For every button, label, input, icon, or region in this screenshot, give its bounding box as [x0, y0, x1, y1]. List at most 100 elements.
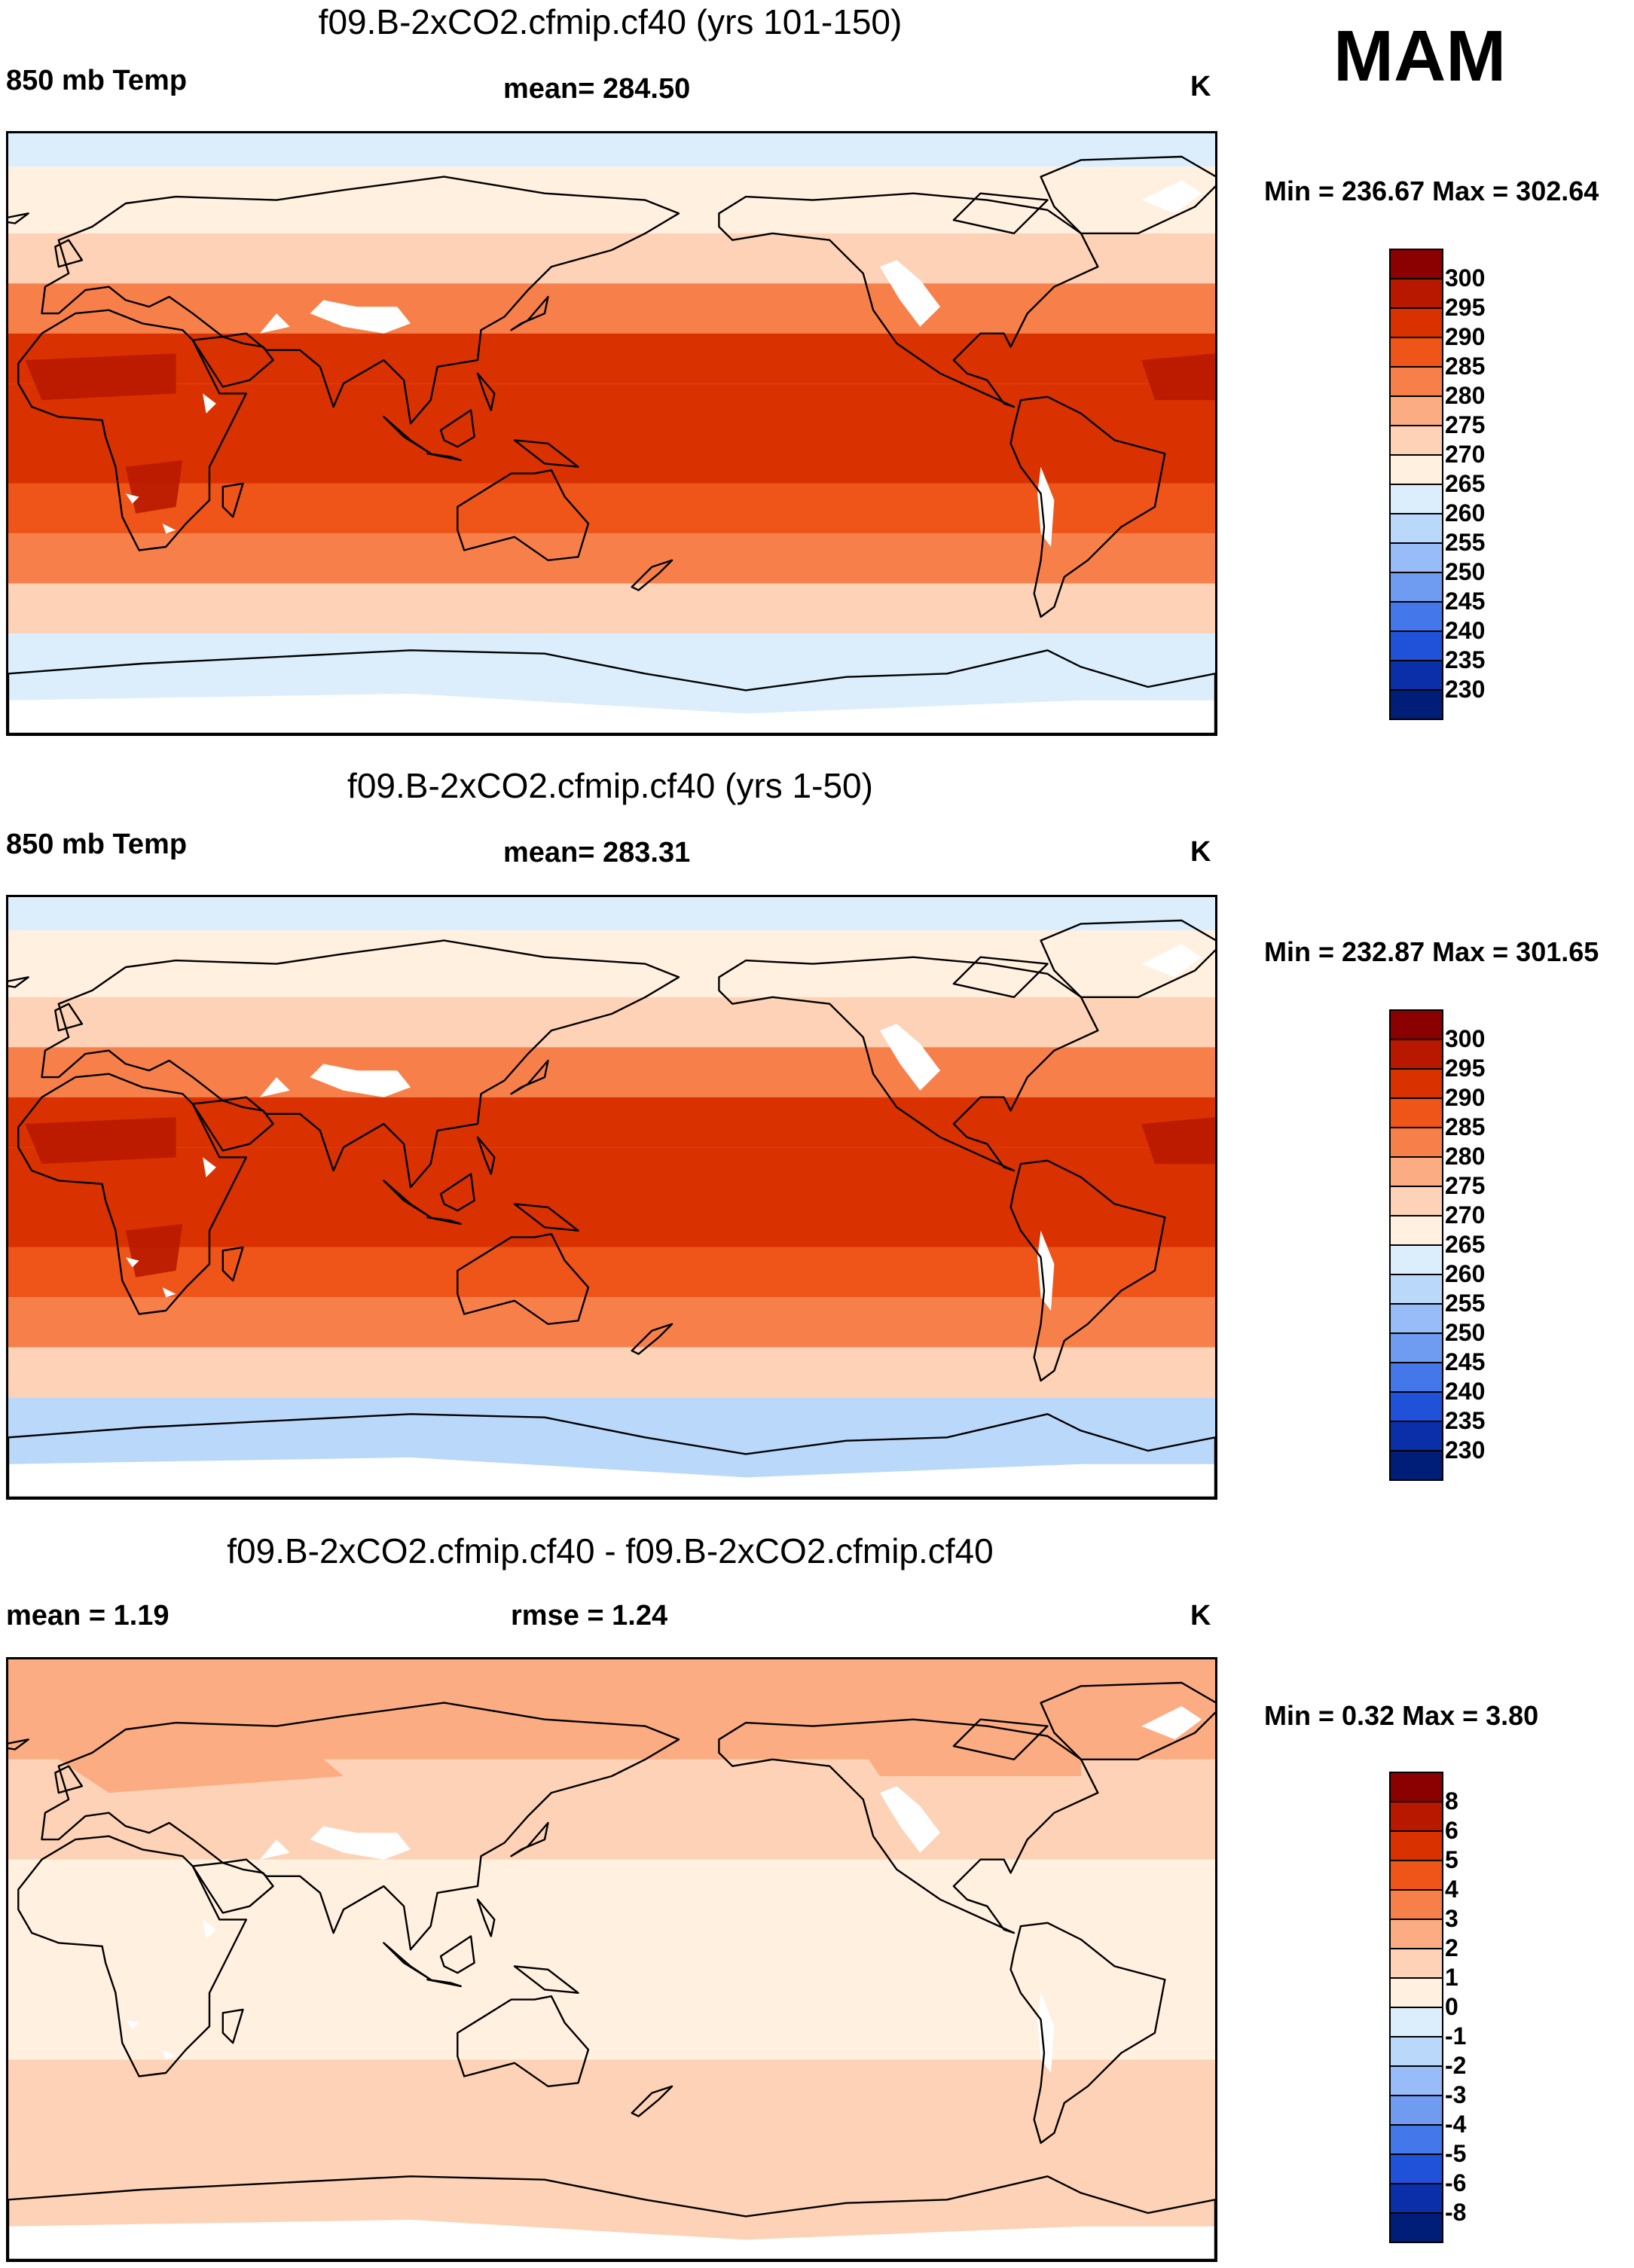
- colorbar-swatch: [1389, 1303, 1443, 1334]
- heatmap-band: [8, 1047, 1215, 1097]
- colorbar-swatch: [1389, 689, 1443, 720]
- colorbar-tick-label: 260: [1445, 499, 1486, 527]
- missing-data-region: [125, 2019, 139, 2030]
- missing-data-region: [203, 1157, 216, 1177]
- colorbar-tick-label: 275: [1445, 411, 1486, 438]
- missing-data-region: [1037, 1230, 1055, 1311]
- coastline: [221, 2008, 244, 2044]
- colorbar-tick-label: 290: [1445, 323, 1486, 350]
- missing-data-region: [259, 313, 290, 334]
- coastline: [631, 559, 673, 591]
- coastline: [54, 1765, 84, 1794]
- colorbar-tick-label: 290: [1445, 1084, 1486, 1111]
- colorbar-swatch: [1389, 1332, 1443, 1363]
- colorbar-swatch: [1389, 1097, 1443, 1128]
- coastline: [8, 1413, 1215, 1497]
- missing-data-region: [8, 1457, 1215, 1497]
- colorbar-tick-label: 0: [1445, 1993, 1458, 2020]
- colorbar-swatch: [1389, 1362, 1443, 1393]
- colorbar-tick-label: 295: [1445, 1055, 1486, 1082]
- heatmap-band: [8, 233, 1215, 284]
- coastline: [1040, 919, 1215, 999]
- heatmap-band: [8, 897, 1215, 931]
- colorbar-swatch: [1389, 1889, 1443, 1920]
- colorbar-swatch: [1389, 307, 1443, 338]
- coastline: [476, 1898, 496, 1937]
- panel-2-variable-label: 850 mb Temp: [6, 829, 188, 860]
- colorbar-swatch: [1389, 1421, 1443, 1451]
- coastline: [513, 1203, 579, 1232]
- colorbar-swatch: [1389, 2065, 1443, 2096]
- colorbar-tick-label: 275: [1445, 1172, 1486, 1199]
- heatmap-band: [8, 333, 1215, 384]
- colorbar-tick-label: -3: [1445, 2081, 1467, 2108]
- colorbar-tick-label: 230: [1445, 1436, 1486, 1464]
- coastline: [1040, 155, 1215, 235]
- coastline: [41, 939, 680, 1189]
- panel-1-minmax: Min = 236.67 Max = 302.64: [1264, 176, 1599, 206]
- colorbar-tick-label: -1: [1445, 2022, 1467, 2050]
- coastline: [457, 1995, 590, 2087]
- coastline: [510, 295, 549, 331]
- coastline: [631, 2085, 673, 2117]
- panel-3-map: [6, 1657, 1217, 2262]
- coastline: [510, 1059, 549, 1095]
- coastline: [457, 1233, 590, 1325]
- coastline: [191, 1861, 274, 1914]
- colorbar-swatch: [1389, 601, 1443, 632]
- colorbar-swatch: [1389, 2124, 1443, 2155]
- colorbar-swatch: [1389, 2007, 1443, 2038]
- colorbar-swatch: [1389, 1391, 1443, 1422]
- coastline: [191, 1099, 274, 1152]
- warm-region: [125, 459, 183, 514]
- panel-3-minmax: Min = 0.32 Max = 3.80: [1264, 1700, 1539, 1731]
- coastline: [17, 309, 248, 551]
- colorbar-tick-label: 300: [1445, 264, 1486, 292]
- coastline: [952, 1718, 1049, 1761]
- coastline: [439, 409, 475, 448]
- panel-2-colorbar: [1389, 1009, 1443, 1481]
- missing-data-region: [880, 1786, 941, 1853]
- missing-data-region: [162, 1287, 176, 1298]
- colorbar-tick-label: 8: [1445, 1787, 1458, 1815]
- missing-data-region: [310, 1826, 411, 1860]
- colorbar-swatch: [1389, 1918, 1443, 1949]
- missing-data-region: [880, 1024, 941, 1091]
- colorbar-tick-label: 255: [1445, 1290, 1486, 1317]
- coastline: [1009, 1922, 1166, 2144]
- colorbar-swatch: [1389, 1830, 1443, 1861]
- colorbar-swatch: [1389, 1772, 1443, 1802]
- colorbar-swatch: [1389, 630, 1443, 661]
- missing-data-region: [1037, 466, 1055, 547]
- coastline: [476, 372, 496, 411]
- coastline: [952, 192, 1049, 235]
- heatmap-band: [8, 1247, 1215, 1298]
- colorbar-tick-label: 255: [1445, 529, 1486, 556]
- panel-3-title: f09.B-2xCO2.cfmip.cf40 - f09.B-2xCO2.cfm…: [227, 1531, 994, 1571]
- colorbar-swatch: [1389, 1948, 1443, 1979]
- colorbar-tick-label: 6: [1445, 1817, 1458, 1844]
- colorbar-swatch: [1389, 425, 1443, 456]
- coastline: [513, 1965, 579, 1994]
- colorbar-swatch: [1389, 660, 1443, 691]
- colorbar-swatch: [1389, 1215, 1443, 1246]
- coastline: [718, 956, 1099, 1172]
- panel-2-title: f09.B-2xCO2.cfmip.cf40 (yrs 1-50): [347, 766, 873, 805]
- coastline: [439, 1173, 475, 1212]
- colorbar-swatch: [1389, 1039, 1443, 1070]
- coastline: [952, 956, 1049, 999]
- heatmap-band: [8, 1097, 1215, 1148]
- heatmap-band: [8, 1297, 1215, 1348]
- missing-data-region: [259, 1077, 290, 1097]
- missing-data-region: [203, 1919, 216, 1940]
- colorbar-tick-label: 2: [1445, 1934, 1458, 1961]
- missing-data-region: [8, 2219, 1215, 2260]
- missing-data-region: [1141, 944, 1202, 978]
- colorbar-swatch: [1389, 1801, 1443, 1832]
- panel-1-variable-label: 850 mb Temp: [6, 65, 188, 96]
- coastline: [510, 1821, 549, 1857]
- colorbar-swatch: [1389, 337, 1443, 368]
- coastline: [426, 1216, 462, 1226]
- panel-3-rmse-label: rmse = 1.24: [511, 1600, 668, 1632]
- coastline: [439, 1935, 475, 1974]
